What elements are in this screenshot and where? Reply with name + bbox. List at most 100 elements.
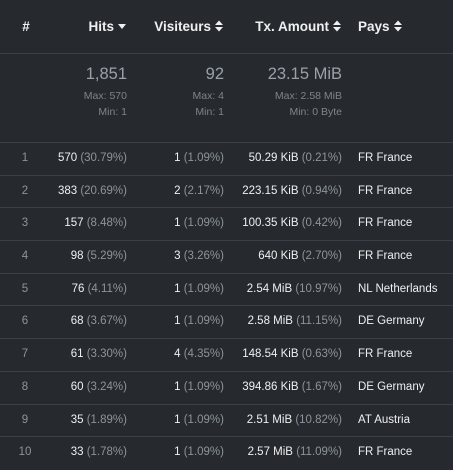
header-hits-sort[interactable]: Hits [88, 17, 127, 37]
header-country-label: Pays [358, 19, 390, 34]
row-visitors: 1 (1.09%) [174, 405, 224, 436]
summary-tx-max: Max: 2.58 MiB [274, 90, 342, 102]
table-row[interactable]: 9 35 (1.89%) 1 (1.09%) 2.51 MiB (10.82%) AT … [0, 403, 453, 437]
row-country: FR France [358, 446, 413, 459]
table-row[interactable]: 6 68 (3.67%) 1 (1.09%) 2.58 MiB (11.15%) DE … [0, 305, 453, 338]
table-row[interactable]: 1 570 (30.79%) 1 (1.09%) 50.29 KiB (0.21%) F… [0, 142, 453, 175]
row-hits: 68 (3.67%) [71, 306, 127, 337]
summary-tx: 23.15 MiB Max: 2.58 MiB Min: 0 Byte [268, 64, 342, 120]
row-hits-percent: (20.69%) [80, 184, 127, 197]
row-visitors-value: 3 [174, 250, 181, 263]
row-visitors-percent: (1.09%) [183, 446, 224, 459]
row-country: DE Germany [358, 380, 425, 393]
row-visitors: 2 (2.17%) [174, 176, 224, 207]
header-country-sort[interactable]: Pays [358, 17, 403, 37]
summary-visitors-min: Min: 1 [195, 106, 224, 118]
row-tx-percent: (11.09%) [296, 446, 342, 459]
header-tx-label: Tx. Amount [255, 19, 329, 34]
row-hits: 76 (4.11%) [72, 274, 127, 305]
row-hits-value: 61 [70, 348, 84, 361]
row-tx-value: 223.15 KiB [242, 184, 299, 197]
row-tx-percent: (0.42%) [301, 217, 342, 230]
row-tx-value: 394.86 KiB [242, 380, 299, 393]
table-header: # Hits Visiteurs Tx. Amount Pays [0, 0, 453, 54]
row-tx: 2.54 MiB (10.97%) [247, 274, 342, 305]
header-num: # [22, 19, 30, 34]
table-row[interactable]: 5 76 (4.11%) 1 (1.09%) 2.54 MiB (10.97%) NL … [0, 272, 453, 306]
header-visitors-label: Visiteurs [154, 19, 211, 34]
row-country: DE Germany [358, 315, 425, 328]
row-country: FR France [358, 217, 413, 230]
row-hits-percent: (8.48%) [86, 217, 127, 230]
table-row[interactable]: 7 61 (3.30%) 4 (4.35%) 148.54 KiB (0.63%) FR… [0, 338, 453, 371]
header-tx-sort[interactable]: Tx. Amount [255, 17, 342, 37]
row-tx-percent: (2.70%) [301, 250, 342, 263]
row-tx: 2.57 MiB (11.09%) [248, 437, 342, 468]
row-visitors-value: 1 [174, 380, 181, 393]
row-visitors: 1 (1.09%) [174, 306, 224, 337]
summary-tx-min: Min: 0 Byte [289, 106, 342, 118]
row-number: 4 [21, 250, 29, 263]
row-hits: 98 (5.29%) [71, 241, 127, 272]
row-hits-percent: (30.79%) [80, 152, 127, 164]
row-tx-percent: (10.82%) [295, 413, 342, 426]
row-hits: 33 (1.78%) [71, 437, 127, 468]
row-tx-value: 2.54 MiB [246, 282, 293, 295]
row-hits: 60 (3.24%) [71, 372, 127, 403]
row-country: FR France [358, 184, 413, 197]
summary-hits-total: 1,851 [85, 65, 127, 83]
header-hits-label: Hits [88, 19, 114, 34]
row-tx-value: 148.54 KiB [242, 348, 299, 361]
row-visitors-percent: (1.09%) [183, 152, 224, 164]
sort-both-icon [393, 20, 403, 32]
row-hits: 35 (1.89%) [71, 405, 127, 436]
row-tx-percent: (10.97%) [295, 282, 342, 295]
row-tx-value: 100.35 KiB [242, 217, 299, 230]
sort-desc-icon [117, 20, 127, 32]
row-tx-percent: (0.21%) [301, 152, 342, 164]
row-tx: 2.58 MiB (11.15%) [248, 306, 342, 337]
row-hits-value: 33 [70, 446, 84, 459]
row-hits: 61 (3.30%) [71, 339, 127, 370]
row-tx: 100.35 KiB (0.42%) [242, 208, 342, 239]
summary-row: 1,851 Max: 570 Min: 1 92 Max: 4 Min: 1 2… [0, 54, 453, 142]
row-tx: 148.54 KiB (0.63%) [242, 339, 342, 370]
row-number: 6 [21, 315, 29, 328]
row-number: 7 [21, 348, 29, 361]
row-number: 9 [21, 413, 29, 426]
summary-visitors-max: Max: 4 [192, 90, 224, 102]
row-hits-percent: (1.78%) [86, 446, 127, 459]
row-visitors-percent: (4.35%) [183, 348, 224, 361]
row-hits-value: 35 [70, 413, 84, 426]
row-tx: 50.29 KiB (0.21%) [249, 143, 342, 174]
row-visitors: 1 (1.09%) [174, 274, 224, 305]
row-visitors: 1 (1.09%) [174, 143, 224, 174]
row-hits-value: 570 [57, 152, 78, 164]
row-tx-value: 2.51 MiB [246, 413, 293, 426]
row-hits-value: 98 [70, 250, 84, 263]
row-hits-percent: (3.67%) [86, 315, 127, 328]
row-visitors-value: 1 [174, 315, 181, 328]
row-hits-percent: (1.89%) [86, 413, 127, 426]
table-row[interactable]: 4 98 (5.29%) 3 (3.26%) 640 KiB (2.70%) FR Fr… [0, 240, 453, 273]
row-tx: 2.51 MiB (10.82%) [247, 405, 342, 436]
row-number: 5 [21, 282, 29, 295]
sort-both-icon [332, 20, 342, 32]
header-visitors-sort[interactable]: Visiteurs [154, 17, 224, 37]
row-tx: 223.15 KiB (0.94%) [242, 176, 342, 207]
table-row[interactable]: 10 33 (1.78%) 1 (1.09%) 2.57 MiB (11.09%) FR… [0, 436, 453, 469]
table-body: 1 570 (30.79%) 1 (1.09%) 50.29 KiB (0.21%) F… [0, 142, 453, 469]
row-tx-percent: (0.63%) [301, 348, 342, 361]
table-row[interactable]: 2 383 (20.69%) 2 (2.17%) 223.15 KiB (0.94%)… [0, 174, 453, 208]
table-row[interactable]: 3 157 (8.48%) 1 (1.09%) 100.35 KiB (0.42%) F… [0, 207, 453, 240]
row-number: 1 [21, 152, 29, 164]
row-visitors-percent: (3.26%) [183, 250, 224, 263]
summary-hits: 1,851 Max: 570 Min: 1 [84, 64, 127, 120]
row-country: FR France [358, 250, 413, 263]
row-tx-percent: (1.67%) [301, 380, 342, 393]
row-visitors-value: 1 [174, 446, 181, 459]
row-hits-value: 60 [70, 380, 84, 393]
table-row[interactable]: 8 60 (3.24%) 1 (1.09%) 394.86 KiB (1.67%) DE… [0, 370, 453, 404]
summary-visitors: 92 Max: 4 Min: 1 [192, 64, 224, 120]
